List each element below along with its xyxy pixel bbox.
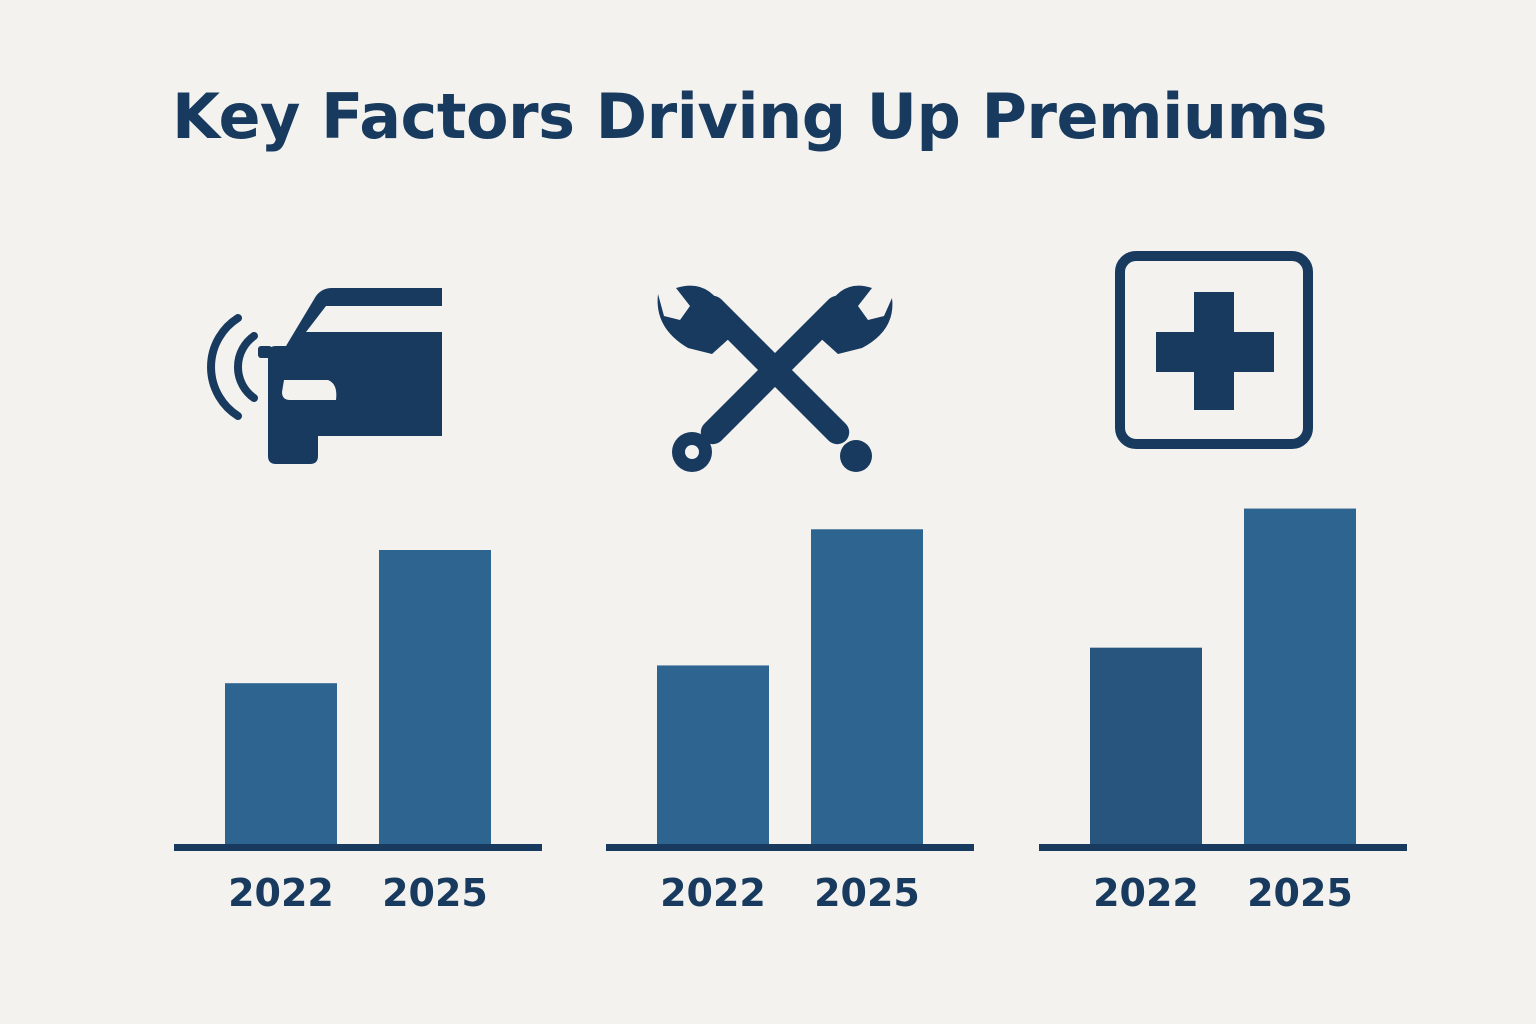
bar-2022 (1090, 647, 1202, 846)
crossed-wrenches-icon (657, 285, 893, 472)
tick-label: 2025 (382, 871, 488, 915)
medical-cross-icon (1115, 251, 1313, 449)
tick-label: 2025 (814, 871, 920, 915)
bar-2025 (1244, 508, 1356, 846)
bar-2025 (379, 550, 491, 846)
tick-label: 2025 (1247, 871, 1353, 915)
baseline (606, 844, 974, 851)
connected-car-icon (207, 288, 442, 464)
bar-chart-3: 2022 2025 (1039, 508, 1407, 915)
baseline (174, 844, 542, 851)
baseline (1039, 844, 1407, 851)
tick-label: 2022 (228, 871, 334, 915)
tick-label: 2022 (660, 871, 766, 915)
page-title: Key Factors Driving Up Premiums (172, 80, 1328, 153)
tick-label: 2022 (1093, 871, 1199, 915)
bar-2022 (225, 683, 337, 846)
bar-2022 (657, 665, 769, 846)
bar-chart-1: 2022 2025 (174, 550, 542, 915)
bar-chart-2: 2022 2025 (606, 529, 974, 915)
bar-2025 (811, 529, 923, 846)
